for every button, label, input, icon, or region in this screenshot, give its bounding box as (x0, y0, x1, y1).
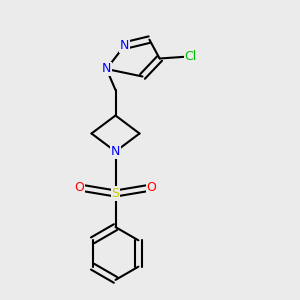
Text: O: O (147, 181, 156, 194)
Text: N: N (120, 39, 129, 52)
Text: O: O (75, 181, 84, 194)
Text: N: N (111, 145, 120, 158)
Text: N: N (102, 62, 111, 76)
Text: Cl: Cl (184, 50, 196, 63)
Text: S: S (112, 187, 119, 200)
